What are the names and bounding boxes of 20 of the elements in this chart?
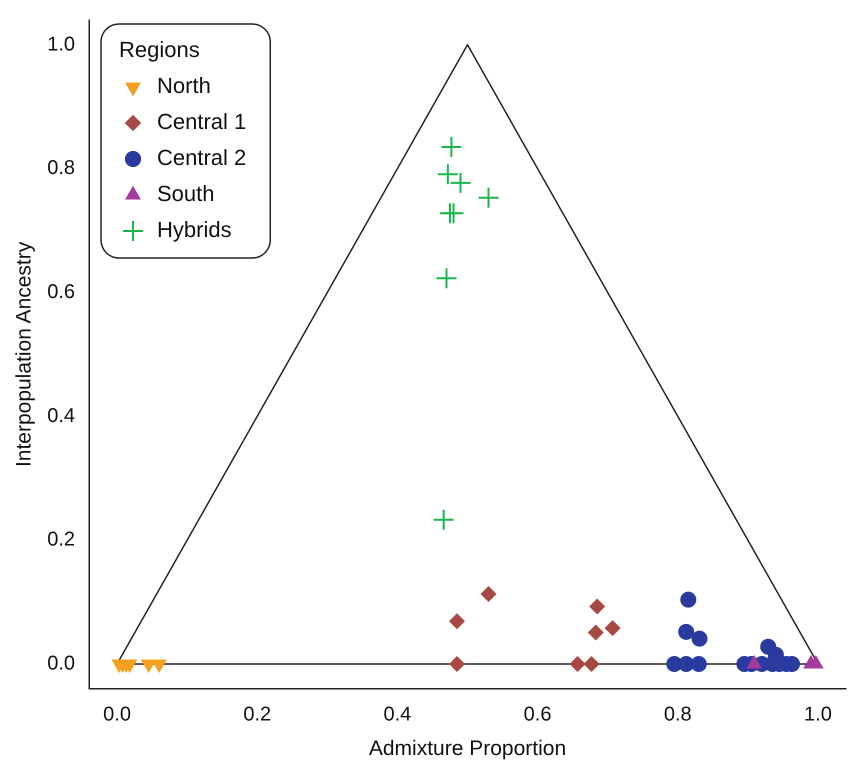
legend-label: Central 2 [157, 145, 246, 170]
y-tick-label: 0.6 [47, 280, 76, 303]
legend-label: South [157, 181, 215, 206]
x-tick-label: 1.0 [804, 703, 832, 726]
x-tick-label: 0.4 [384, 703, 412, 726]
legend-label: Hybrids [157, 217, 232, 242]
y-tick-label: 0.2 [47, 528, 76, 551]
x-tick-label: 0.8 [664, 703, 692, 726]
y-tick-label: 0.4 [47, 404, 76, 427]
y-tick-label: 0.8 [47, 157, 76, 180]
x-tick-label: 0.0 [103, 703, 131, 726]
y-tick-label: 1.0 [47, 33, 76, 56]
y-axis-title: Interpopulation Ancestry [12, 241, 36, 468]
x-tick-label: 0.6 [524, 703, 552, 726]
x-tick-label: 0.2 [243, 703, 272, 726]
x-axis-title: Admixture Proportion [368, 737, 566, 760]
legend-label: North [157, 73, 211, 98]
y-tick-label: 0.0 [47, 652, 76, 675]
legend-title: Regions [119, 37, 200, 62]
legend-label: Central 1 [157, 109, 246, 134]
